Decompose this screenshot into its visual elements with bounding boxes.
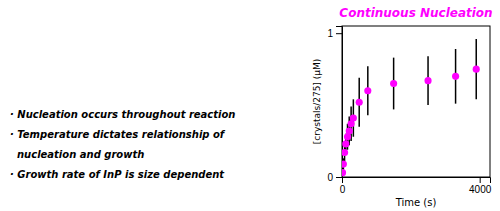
point: [452, 73, 459, 80]
y-tick-label: 1: [327, 28, 333, 39]
point: [342, 140, 349, 147]
x-axis-line: [343, 178, 491, 184]
point: [390, 80, 397, 87]
annotation: · Temperature dictates relationship of: [10, 129, 226, 140]
y-tick-label: 0: [327, 172, 333, 183]
y-axis-title: [crystals/275] (μM): [312, 59, 322, 145]
annotations: · Nucleation occurs throughout reaction ·…: [10, 109, 235, 180]
chart: · Nucleation occurs throughout reaction ·…: [0, 0, 500, 211]
x-axis: 0 4000: [340, 177, 492, 195]
point: [342, 149, 348, 156]
x-tick-label: 4000: [469, 184, 492, 195]
point: [424, 77, 431, 84]
plot-frame: [342, 26, 490, 177]
x-tick-label: 0: [340, 184, 346, 195]
y-tick-mark: [336, 33, 342, 34]
marks: [342, 39, 480, 176]
point: [473, 66, 480, 73]
annotation: · Nucleation occurs throughout reaction: [10, 109, 235, 120]
x-tick: 0: [340, 177, 346, 195]
x-tick: 4000: [469, 177, 492, 195]
y-tick: 0: [327, 172, 342, 183]
point: [356, 99, 363, 106]
x-axis-title: Time (s): [395, 197, 437, 208]
y-tick-mark: [336, 177, 342, 178]
point: [342, 160, 347, 167]
x-tick-mark: [480, 177, 481, 183]
y-axis: 01: [327, 27, 342, 183]
y-axis-line: [336, 27, 343, 178]
point: [364, 87, 371, 94]
point: [342, 169, 346, 176]
title: Continuous Nucleation: [339, 6, 492, 20]
annotation: · Growth rate of InP is size dependent: [10, 169, 225, 180]
point: [346, 127, 353, 134]
point: [350, 114, 357, 121]
y-tick: 1: [327, 28, 342, 39]
plot: 0400001: [327, 26, 491, 195]
annotation: nucleation and growth: [10, 149, 144, 160]
